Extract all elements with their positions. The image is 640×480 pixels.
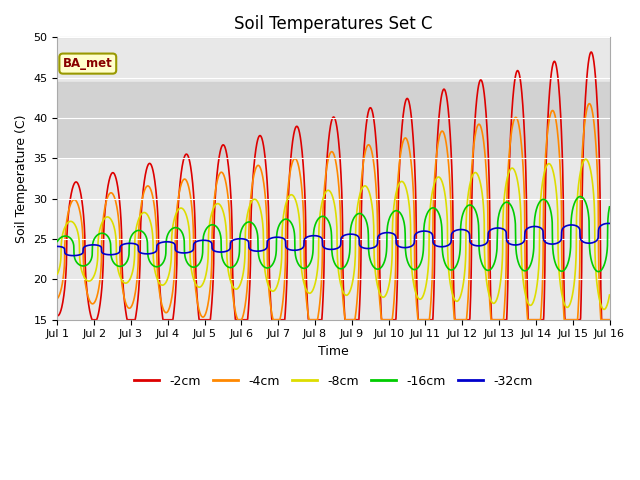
Y-axis label: Soil Temperature (C): Soil Temperature (C) (15, 114, 28, 243)
X-axis label: Time: Time (318, 345, 349, 358)
Bar (58, 82, 609, 158)
Text: BA_met: BA_met (63, 57, 113, 70)
Legend: -2cm, -4cm, -8cm, -16cm, -32cm: -2cm, -4cm, -8cm, -16cm, -32cm (129, 370, 538, 393)
Title: Soil Temperatures Set C: Soil Temperatures Set C (234, 15, 433, 33)
